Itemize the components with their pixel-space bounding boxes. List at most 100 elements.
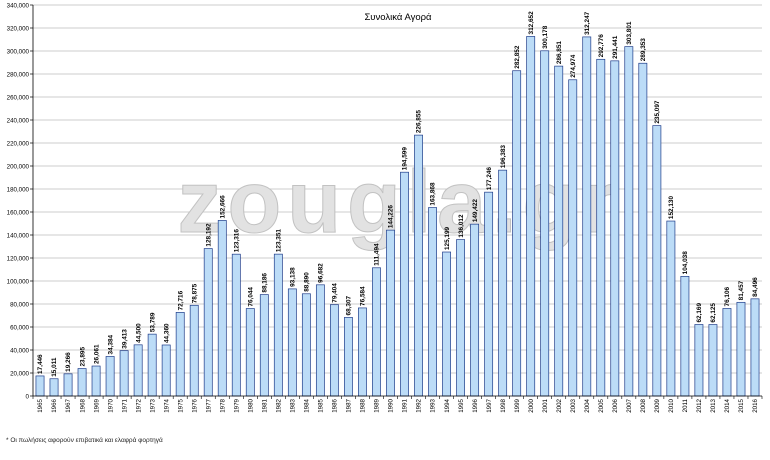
x-tick-label: 2008 <box>640 398 647 412</box>
x-tick-label: 1983 <box>290 398 297 412</box>
y-tick-label: 140,000 <box>7 233 30 240</box>
data-label: 163,868 <box>430 182 437 206</box>
bar <box>582 36 592 397</box>
data-label: 300,178 <box>542 25 549 49</box>
data-label: 34,384 <box>107 334 114 354</box>
x-tick-label: 1974 <box>163 398 170 412</box>
data-label: 39,413 <box>121 329 128 349</box>
data-label: 177,246 <box>486 167 493 191</box>
bar <box>35 375 45 397</box>
bar <box>708 324 718 397</box>
x-tick-label: 1990 <box>388 398 395 412</box>
x-tick-label: 1977 <box>205 398 212 412</box>
data-label: 44,360 <box>163 323 170 343</box>
bar <box>442 251 451 397</box>
y-tick-label: 80,000 <box>10 302 29 309</box>
x-tick-label: 1993 <box>430 398 437 412</box>
data-label: 149,422 <box>472 199 479 223</box>
x-tick-label: 2004 <box>584 398 591 412</box>
x-tick-label: 2009 <box>654 398 661 412</box>
y-tick-label: 60,000 <box>10 325 29 332</box>
bar <box>344 317 353 397</box>
y-tick-label: 40,000 <box>10 348 29 355</box>
bar <box>273 253 283 397</box>
data-label: 303,801 <box>626 21 633 45</box>
bar <box>526 36 536 397</box>
x-tick-label: 1972 <box>135 398 142 412</box>
y-axis-ticks: 0 20,000 40,000 60,000 80,000 100,000 120,000 1… <box>7 3 33 401</box>
data-label: 194,599 <box>402 147 409 171</box>
bar <box>596 58 606 397</box>
x-tick-label: 1973 <box>149 398 156 412</box>
bar <box>315 284 325 397</box>
bar <box>680 276 690 397</box>
y-tick-label: 120,000 <box>7 256 30 263</box>
x-tick-label: 2016 <box>752 398 759 412</box>
data-label: 274,974 <box>570 54 577 78</box>
bars <box>35 36 760 397</box>
bar <box>161 344 171 397</box>
data-label: 15,011 <box>51 357 58 377</box>
data-label: 111,494 <box>374 243 381 266</box>
bar <box>386 229 395 397</box>
bar <box>203 248 213 397</box>
bar <box>105 356 115 397</box>
x-tick-label: 1984 <box>304 398 311 412</box>
x-tick-label: 1986 <box>332 398 339 412</box>
bar <box>512 70 522 397</box>
data-label: 44,500 <box>135 323 142 343</box>
y-tick-label: 100,000 <box>7 279 30 286</box>
data-labels: 17,446 15,011 19,266 23,895 26,061 34,384 39,4… <box>37 11 759 377</box>
data-label: 235,097 <box>654 100 661 124</box>
data-label: 196,383 <box>500 145 507 169</box>
x-tick-label: 1996 <box>472 398 479 412</box>
x-tick-label: 1981 <box>262 398 269 412</box>
data-label: 152,130 <box>668 196 675 220</box>
x-tick-label: 2000 <box>528 398 535 412</box>
x-tick-label: 2005 <box>598 398 605 412</box>
x-tick-label: 1995 <box>458 398 465 412</box>
y-tick-label: 320,000 <box>7 26 30 33</box>
bar <box>428 207 437 397</box>
data-label: 88,186 <box>262 273 269 293</box>
y-tick-label: 280,000 <box>7 72 30 79</box>
bar <box>750 298 760 397</box>
bar <box>470 223 480 397</box>
bar <box>498 169 508 397</box>
data-label: 76,106 <box>724 286 731 306</box>
bar <box>456 239 466 397</box>
x-axis-ticks: 1965 1966 1967 1968 1969 1970 1971 1972 1973 1974… <box>32 396 763 413</box>
x-tick-label: 2002 <box>556 398 563 412</box>
data-label: 72,716 <box>177 290 184 310</box>
x-tick-label: 1969 <box>93 398 100 412</box>
data-label: 62,125 <box>710 303 717 323</box>
bar <box>91 365 101 397</box>
data-label: 312,247 <box>584 11 591 35</box>
x-tick-label: 1978 <box>219 398 226 412</box>
bar <box>358 307 367 397</box>
data-label: 26,061 <box>93 344 100 364</box>
x-tick-label: 1970 <box>107 398 114 412</box>
data-label: 23,895 <box>79 347 86 367</box>
y-tick-label: 220,000 <box>7 141 30 148</box>
bar <box>231 253 241 397</box>
data-label: 93,138 <box>290 267 297 287</box>
x-tick-label: 1992 <box>416 398 423 412</box>
x-tick-label: 1994 <box>444 398 451 412</box>
x-tick-label: 1971 <box>121 398 128 412</box>
data-label: 19,266 <box>65 352 72 372</box>
bar <box>287 288 297 397</box>
data-label: 17,446 <box>37 354 44 374</box>
data-label: 96,682 <box>318 263 325 283</box>
y-tick-label: 160,000 <box>7 210 30 217</box>
bar <box>189 304 199 397</box>
x-tick-label: 2003 <box>570 398 577 412</box>
data-label: 79,404 <box>332 283 339 303</box>
y-tick-label: 20,000 <box>10 371 29 378</box>
data-label: 104,038 <box>682 251 689 275</box>
bar <box>147 333 157 397</box>
data-label: 136,012 <box>458 214 465 238</box>
title-box <box>356 8 440 24</box>
x-tick-label: 1965 <box>37 398 44 412</box>
